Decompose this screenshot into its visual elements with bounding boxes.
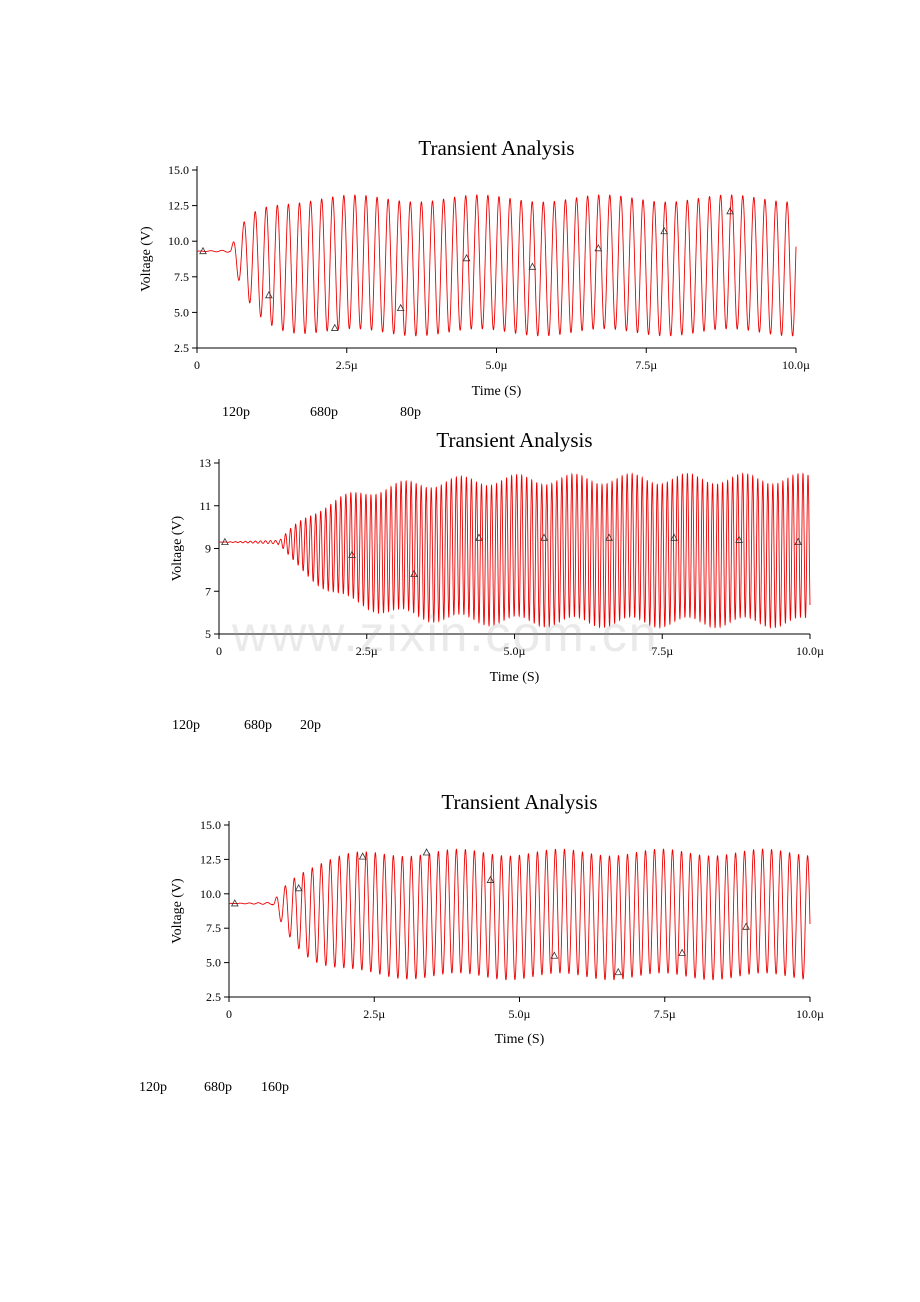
- series-trace: [219, 472, 811, 630]
- x-tick-label: 5.0µ: [504, 644, 526, 658]
- series-marker: [396, 303, 405, 312]
- series-marker: [230, 899, 239, 907]
- series-marker: [594, 243, 603, 252]
- series-marker: [221, 537, 229, 545]
- chart-title: Transient Analysis: [436, 428, 592, 452]
- x-axis-label: Time (S): [495, 1032, 545, 1047]
- series-marker: [742, 922, 750, 930]
- chart-title: Transient Analysis: [418, 136, 574, 160]
- caption-3-value-2: 680p: [204, 1080, 232, 1095]
- caption-3-value-1: 120p: [139, 1080, 167, 1095]
- y-axis-label: Voltage (V): [170, 878, 185, 944]
- series-marker: [199, 246, 207, 255]
- caption-1-value-3: 80p: [400, 405, 421, 420]
- series-marker: [330, 323, 339, 331]
- series-trace: [229, 848, 811, 981]
- caption-1-value-2: 680p: [310, 405, 338, 420]
- y-tick-label: 5.0: [174, 305, 189, 319]
- y-tick-label: 7.5: [174, 270, 189, 284]
- series-marker: [358, 852, 367, 860]
- y-tick-label: 5.0: [206, 956, 221, 970]
- y-tick-label: 11: [199, 499, 211, 513]
- y-axis-label: Voltage (V): [170, 515, 185, 581]
- series-marker: [475, 533, 483, 541]
- x-tick-label: 10.0µ: [796, 1007, 824, 1021]
- x-tick-label: 7.5µ: [651, 644, 673, 658]
- y-tick-label: 5: [205, 627, 211, 641]
- x-tick-label: 10.0µ: [782, 358, 810, 372]
- x-tick-label: 7.5µ: [635, 358, 657, 372]
- series-marker: [605, 533, 613, 541]
- chart-2-svg: Transient Analysis 5 7 9 11 13 0 2.5µ 5.0µ 7.5µ 10…: [170, 428, 824, 685]
- y-tick-label: 7.5: [206, 921, 221, 935]
- caption-2-value-2: 680p: [244, 718, 272, 733]
- chart-3: Transient Analysis 2.5 5.0 7.5 10.0 12.5 15.0 0…: [0, 784, 920, 1054]
- x-tick-label: 2.5µ: [363, 1007, 385, 1021]
- series-marker: [670, 533, 678, 541]
- y-tick-label: 12.5: [168, 199, 189, 213]
- x-tick-label: 0: [216, 644, 222, 658]
- chart-1-svg: Transient Analysis 2.5 5.0 7.5 10.0 12.5 15.0 0…: [139, 136, 810, 399]
- series-marker: [678, 948, 687, 956]
- chart-1: Transient Analysis 2.5 5.0 7.5 10.0 12.5 15.0 0…: [0, 130, 920, 410]
- series-marker: [348, 550, 356, 558]
- y-tick-label: 12.5: [200, 852, 221, 866]
- series-marker: [735, 535, 743, 543]
- x-axis-label: Time (S): [490, 670, 540, 685]
- caption-3-value-3: 160p: [261, 1080, 289, 1095]
- x-tick-label: 7.5µ: [654, 1007, 676, 1021]
- y-tick-label: 7: [205, 584, 211, 598]
- caption-1: 120p 680p 80p: [222, 405, 421, 421]
- watermark: www.zixin.com.cn: [232, 606, 659, 662]
- series-marker: [294, 883, 303, 892]
- caption-3: 120p 680p 160p: [139, 1080, 289, 1096]
- y-tick-label: 2.5: [174, 341, 189, 355]
- y-tick-label: 9: [205, 542, 211, 556]
- series-marker: [550, 951, 559, 959]
- caption-2: 120p 680p 20p: [172, 718, 321, 734]
- caption-2-value-1: 120p: [172, 718, 200, 733]
- y-tick-label: 2.5: [206, 990, 221, 1004]
- caption-1-value-1: 120p: [222, 405, 250, 420]
- x-tick-label: 2.5µ: [336, 358, 358, 372]
- series-marker: [486, 875, 495, 883]
- y-tick-label: 15.0: [200, 818, 221, 832]
- chart-title: Transient Analysis: [441, 790, 597, 814]
- chart-3-svg: Transient Analysis 2.5 5.0 7.5 10.0 12.5 15.0 0…: [170, 790, 824, 1047]
- series-marker: [410, 569, 418, 578]
- x-tick-label: 10.0µ: [796, 644, 824, 658]
- chart-2: Transient Analysis 5 7 9 11 13 0 2.5µ 5.0µ 7.5µ 10…: [0, 422, 920, 692]
- x-axis-label: Time (S): [472, 384, 522, 399]
- series-marker: [422, 848, 431, 856]
- y-tick-label: 10.0: [200, 887, 221, 901]
- series-marker: [660, 226, 669, 235]
- series-marker: [265, 290, 273, 299]
- x-tick-label: 5.0µ: [486, 358, 508, 372]
- series-trace: [197, 194, 797, 337]
- series-marker: [794, 537, 803, 545]
- series-marker: [726, 206, 734, 215]
- x-tick-label: 0: [226, 1007, 232, 1021]
- x-tick-label: 0: [194, 358, 200, 372]
- y-tick-label: 13: [199, 456, 211, 470]
- y-tick-label: 10.0: [168, 234, 189, 248]
- y-tick-label: 15.0: [168, 163, 189, 177]
- series-marker: [462, 253, 471, 262]
- series-marker: [528, 262, 537, 270]
- y-axis-label: Voltage (V): [139, 226, 154, 292]
- caption-2-value-3: 20p: [300, 718, 321, 733]
- x-tick-label: 5.0µ: [509, 1007, 531, 1021]
- series-marker: [614, 967, 623, 976]
- series-marker: [540, 533, 548, 541]
- x-tick-label: 2.5µ: [356, 644, 378, 658]
